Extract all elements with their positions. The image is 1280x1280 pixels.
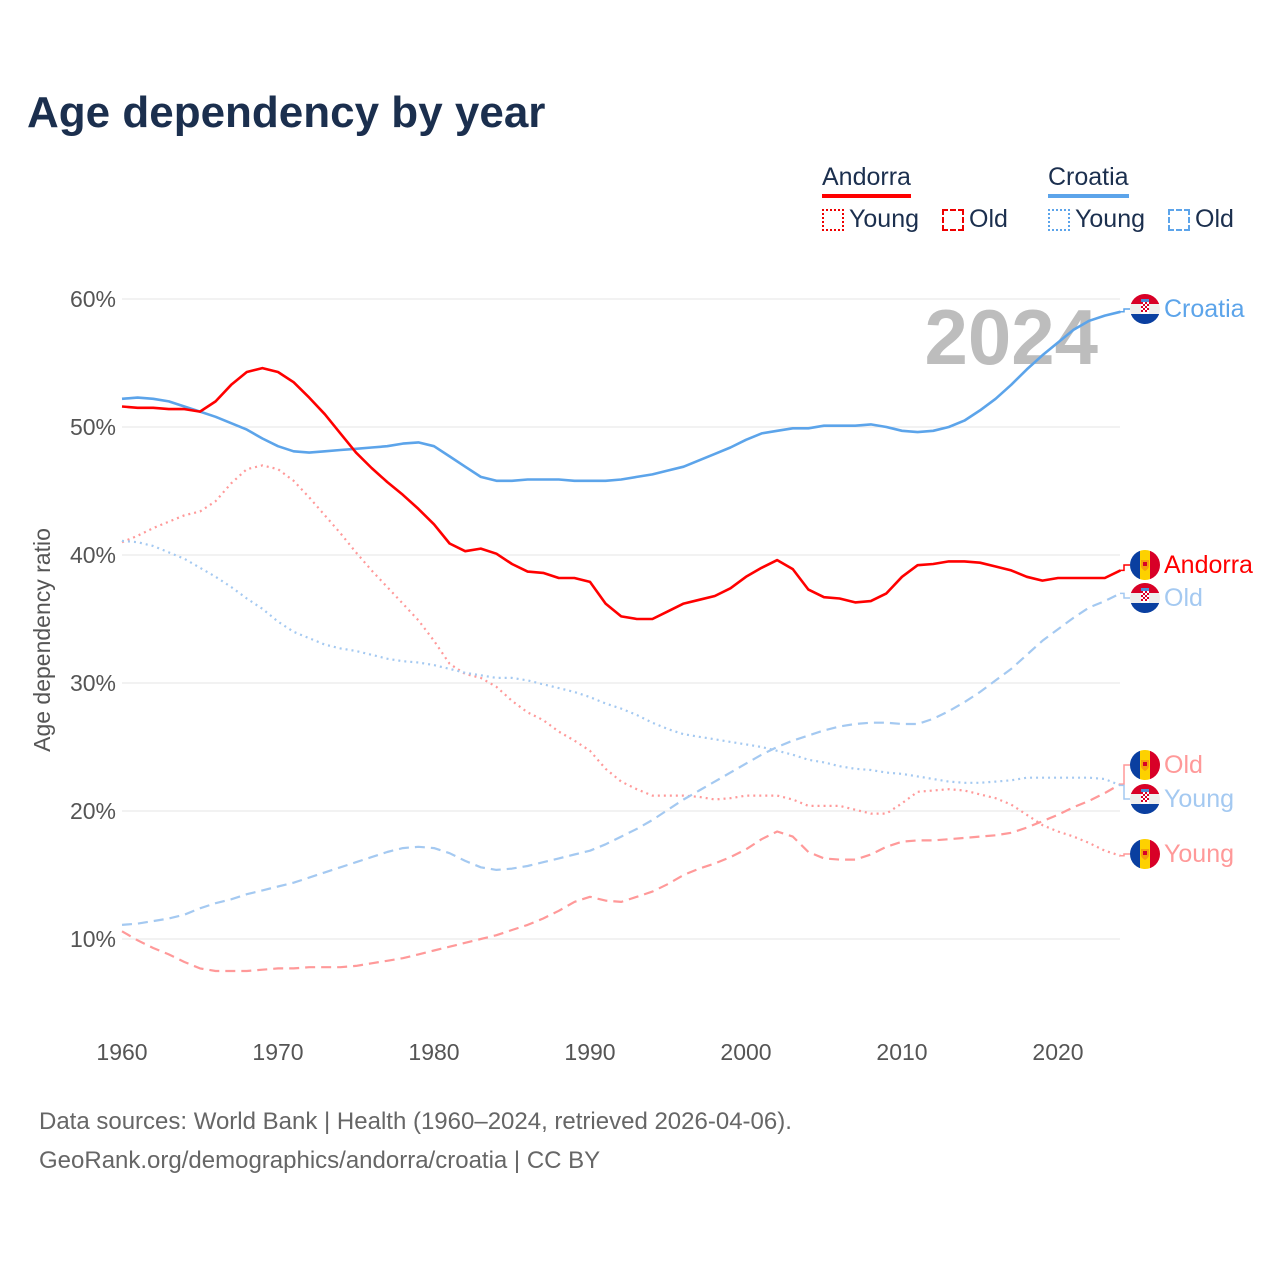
end-label-text: Old xyxy=(1164,750,1203,779)
flag-icon xyxy=(1130,294,1160,324)
x-tick-label: 1980 xyxy=(408,1039,459,1065)
legend-andorra[interactable]: Andorra xyxy=(822,163,911,198)
flag-icon xyxy=(1130,750,1160,780)
x-tick-label: 1970 xyxy=(252,1039,303,1065)
end-label-andorra-total: Andorra xyxy=(1130,550,1253,580)
series-line-croatia-old[interactable] xyxy=(121,592,1121,926)
y-tick-label: 10% xyxy=(70,926,116,952)
end-label-text: Young xyxy=(1164,839,1234,868)
series-line-croatia[interactable] xyxy=(121,310,1121,483)
legend-label: Young xyxy=(1075,205,1145,233)
end-label-text: Young xyxy=(1164,784,1234,813)
year-watermark: 2024 xyxy=(924,293,1098,381)
legend-croatia-young[interactable]: Young xyxy=(1048,205,1145,234)
legend-croatia-old[interactable]: Old xyxy=(1168,205,1234,234)
x-tick-label: 1990 xyxy=(564,1039,615,1065)
series-line-andorra-young[interactable] xyxy=(121,464,1121,857)
x-tick-label: 2000 xyxy=(720,1039,771,1065)
x-tick-label: 1960 xyxy=(96,1039,147,1065)
y-tick-label: 20% xyxy=(70,798,116,824)
y-axis-label: Age dependency ratio xyxy=(29,528,55,752)
end-label-text: Croatia xyxy=(1164,294,1245,323)
flag-icon xyxy=(1130,550,1160,580)
end-label-croatia-total: Croatia xyxy=(1130,294,1245,324)
dashed-swatch-icon xyxy=(942,208,964,231)
footer-sources: Data sources: World Bank | Health (1960–… xyxy=(39,1108,792,1135)
chart-title: Age dependency by year xyxy=(27,88,546,137)
x-tick-label: 2010 xyxy=(876,1039,927,1065)
legend-label: Old xyxy=(969,205,1008,233)
x-tick-label: 2020 xyxy=(1032,1039,1083,1065)
dashed-swatch-icon xyxy=(1168,208,1190,231)
footer-link[interactable]: GeoRank.org/demographics/andorra/croatia… xyxy=(39,1147,601,1174)
label-connector xyxy=(1120,564,1130,572)
y-tick-label: 50% xyxy=(70,414,116,440)
flag-icon xyxy=(1130,583,1160,613)
series-line-andorra[interactable] xyxy=(121,366,1121,621)
flag-icon xyxy=(1130,784,1160,814)
label-connector xyxy=(1120,764,1130,785)
y-tick-label: 40% xyxy=(70,542,116,568)
label-connector xyxy=(1120,853,1130,857)
series-line-andorra-old[interactable] xyxy=(121,783,1121,973)
legend-croatia[interactable]: Croatia xyxy=(1048,163,1129,198)
dotted-swatch-icon xyxy=(1048,208,1070,231)
end-label-croatia-young: Young xyxy=(1130,784,1234,814)
legend-andorra-old[interactable]: Old xyxy=(942,205,1008,234)
label-connector xyxy=(1120,784,1130,800)
end-label-text: Andorra xyxy=(1164,550,1253,579)
legend-andorra-young[interactable]: Young xyxy=(822,205,919,234)
label-connector xyxy=(1120,592,1130,599)
series-line-croatia-young[interactable] xyxy=(121,539,1121,787)
y-tick-label: 30% xyxy=(70,670,116,696)
flag-icon xyxy=(1130,839,1160,869)
legend-label: Old xyxy=(1195,205,1234,233)
end-label-croatia-old: Old xyxy=(1130,583,1203,613)
legend-label: Young xyxy=(849,205,919,233)
end-label-text: Old xyxy=(1164,583,1203,612)
dotted-swatch-icon xyxy=(822,208,844,231)
y-tick-label: 60% xyxy=(70,286,116,312)
label-connector xyxy=(1120,308,1130,313)
end-label-andorra-young: Young xyxy=(1130,839,1234,869)
end-label-andorra-old: Old xyxy=(1130,750,1203,780)
